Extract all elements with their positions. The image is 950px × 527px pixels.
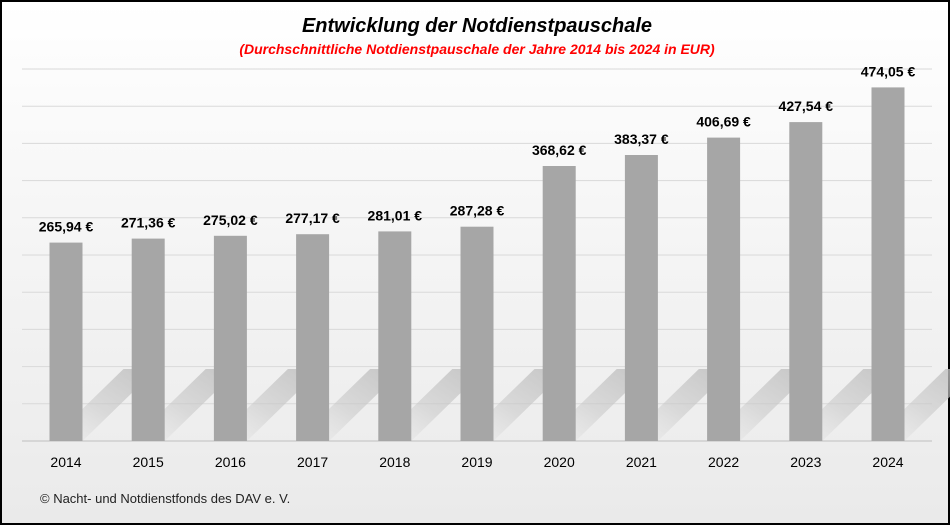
bar-2017 xyxy=(296,234,329,441)
bar-2023 xyxy=(789,122,822,441)
x-tick-2022: 2022 xyxy=(708,454,739,470)
data-label-2024: 474,05 € xyxy=(861,63,916,79)
data-label-2017: 277,17 € xyxy=(285,210,340,226)
chart-title: Entwicklung der Notdienstpauschale xyxy=(302,15,652,37)
data-label-2021: 383,37 € xyxy=(614,131,669,147)
x-tick-2016: 2016 xyxy=(215,454,246,470)
data-label-2018: 281,01 € xyxy=(368,207,423,223)
data-label-2020: 368,62 € xyxy=(532,142,587,158)
data-label-2016: 275,02 € xyxy=(203,212,258,228)
x-tick-2014: 2014 xyxy=(50,454,81,470)
bar-2014 xyxy=(50,243,83,441)
bar-2018 xyxy=(378,231,411,441)
data-label-2022: 406,69 € xyxy=(696,114,751,130)
copyright-credit: © Nacht- und Notdienstfonds des DAV e. V… xyxy=(40,491,290,506)
data-label-2015: 271,36 € xyxy=(121,215,176,231)
x-tick-2024: 2024 xyxy=(872,454,903,470)
bar-2016 xyxy=(214,236,247,441)
data-labels: 265,94 € 271,36 € 275,02 € 277,17 € 281,01 €… xyxy=(39,63,916,234)
x-tick-2021: 2021 xyxy=(626,454,657,470)
x-tick-labels: 2014 2015 2016 2017 2018 2019 2020 2021 2022 2023… xyxy=(50,454,903,470)
data-label-2023: 427,54 € xyxy=(779,98,834,114)
bar-2022 xyxy=(707,138,740,441)
chart-subtitle: (Durchschnittliche Notdienstpauschale de… xyxy=(239,41,715,57)
bar-2015 xyxy=(132,239,165,441)
data-label-2014: 265,94 € xyxy=(39,219,94,235)
x-tick-2023: 2023 xyxy=(790,454,821,470)
x-tick-2015: 2015 xyxy=(133,454,164,470)
bar-2020 xyxy=(543,166,576,441)
data-label-2019: 287,28 € xyxy=(450,203,505,219)
x-tick-2019: 2019 xyxy=(461,454,492,470)
bar-2019 xyxy=(461,227,494,441)
bar-2021 xyxy=(625,155,658,441)
x-tick-2017: 2017 xyxy=(297,454,328,470)
x-tick-2018: 2018 xyxy=(379,454,410,470)
bar-2024 xyxy=(872,87,905,441)
x-tick-2020: 2020 xyxy=(544,454,575,470)
